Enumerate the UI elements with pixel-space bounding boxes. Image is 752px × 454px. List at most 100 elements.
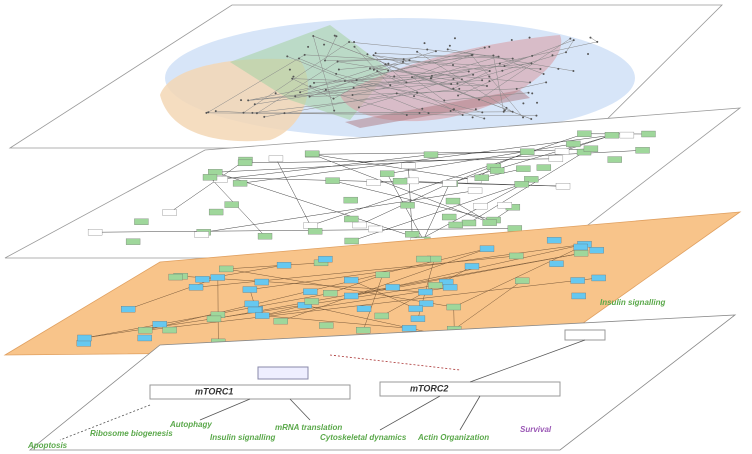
node <box>428 282 443 289</box>
edge <box>84 293 331 339</box>
node <box>449 109 452 112</box>
node <box>389 84 392 87</box>
node <box>464 263 480 270</box>
node <box>479 245 495 252</box>
node <box>368 67 371 70</box>
node <box>572 69 575 72</box>
node <box>452 87 455 90</box>
node <box>483 46 486 49</box>
edge <box>226 262 322 270</box>
node <box>423 151 439 158</box>
node <box>528 36 531 39</box>
node <box>352 86 355 89</box>
node <box>522 102 525 105</box>
node <box>242 286 258 293</box>
mtorc2-box <box>379 381 561 397</box>
node <box>254 278 269 286</box>
node <box>421 107 424 110</box>
node <box>451 63 454 66</box>
edge <box>298 58 337 75</box>
node <box>240 99 243 102</box>
edge <box>215 110 253 114</box>
edge <box>292 78 334 99</box>
edge <box>310 85 407 116</box>
edge <box>324 36 337 61</box>
node <box>336 60 339 63</box>
edge <box>248 79 483 101</box>
node <box>507 225 523 232</box>
node <box>430 74 433 77</box>
node <box>348 41 351 44</box>
node <box>461 219 477 227</box>
node <box>452 77 455 80</box>
edge <box>220 154 432 180</box>
node <box>255 312 270 319</box>
edge <box>289 398 311 421</box>
node <box>472 73 475 76</box>
node <box>482 219 497 226</box>
process-label: Ribosome biogenesis <box>90 429 173 438</box>
node <box>257 233 273 240</box>
node <box>366 53 369 56</box>
edge <box>358 55 533 108</box>
node <box>619 131 635 139</box>
node <box>134 218 149 225</box>
node <box>443 99 446 102</box>
node <box>273 317 288 325</box>
edge <box>262 315 410 329</box>
node <box>286 55 289 58</box>
edge <box>206 112 537 116</box>
node <box>418 111 421 114</box>
process-label: Insulin signalling <box>210 433 275 442</box>
node <box>194 231 209 238</box>
node <box>353 45 356 48</box>
edge <box>504 39 574 67</box>
node <box>298 57 301 60</box>
node <box>546 237 562 244</box>
edge <box>245 158 556 164</box>
node <box>413 95 416 98</box>
node <box>589 247 604 254</box>
edge <box>349 41 499 57</box>
node <box>514 181 529 188</box>
edge <box>313 35 335 111</box>
edge <box>215 150 643 173</box>
node <box>408 59 411 62</box>
node <box>408 305 423 312</box>
edge <box>313 35 532 120</box>
node <box>125 238 141 245</box>
node <box>570 277 585 284</box>
node <box>308 95 311 98</box>
edge <box>226 268 454 308</box>
edge <box>447 49 574 72</box>
node <box>343 196 358 204</box>
node <box>304 298 319 305</box>
node <box>357 106 360 109</box>
node <box>516 165 531 172</box>
node <box>384 63 387 66</box>
edge <box>203 190 476 233</box>
node <box>492 54 495 57</box>
edge <box>423 183 450 241</box>
node <box>427 112 430 115</box>
edge <box>400 180 564 187</box>
node <box>527 91 530 94</box>
node <box>405 231 420 238</box>
node <box>242 111 245 114</box>
edge <box>240 134 613 184</box>
node <box>343 80 346 83</box>
edge <box>379 395 441 431</box>
node <box>379 170 395 177</box>
node <box>374 312 389 320</box>
node <box>488 80 491 83</box>
node <box>323 43 326 46</box>
node <box>520 148 535 155</box>
edge <box>373 55 462 80</box>
edge <box>452 200 490 223</box>
edge <box>369 68 531 83</box>
edge <box>169 159 246 213</box>
node <box>255 112 258 115</box>
node <box>510 39 513 42</box>
edge <box>128 277 218 310</box>
